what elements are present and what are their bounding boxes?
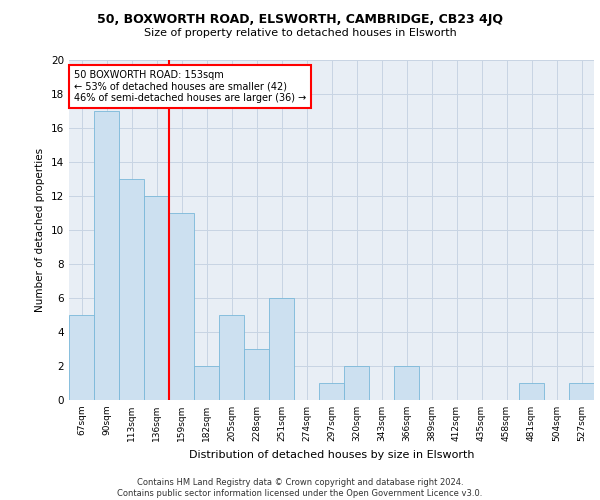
X-axis label: Distribution of detached houses by size in Elsworth: Distribution of detached houses by size …	[189, 450, 474, 460]
Bar	[269, 298, 294, 400]
Text: 50 BOXWORTH ROAD: 153sqm
← 53% of detached houses are smaller (42)
46% of semi-d: 50 BOXWORTH ROAD: 153sqm ← 53% of detach…	[74, 70, 307, 103]
Bar	[169, 213, 194, 400]
Bar	[69, 315, 94, 400]
Text: Contains HM Land Registry data © Crown copyright and database right 2024.
Contai: Contains HM Land Registry data © Crown c…	[118, 478, 482, 498]
Bar	[344, 366, 369, 400]
Y-axis label: Number of detached properties: Number of detached properties	[35, 148, 46, 312]
Bar	[569, 383, 594, 400]
Bar	[519, 383, 544, 400]
Bar	[394, 366, 419, 400]
Bar	[219, 315, 244, 400]
Bar	[144, 196, 169, 400]
Bar	[319, 383, 344, 400]
Text: 50, BOXWORTH ROAD, ELSWORTH, CAMBRIDGE, CB23 4JQ: 50, BOXWORTH ROAD, ELSWORTH, CAMBRIDGE, …	[97, 12, 503, 26]
Bar	[119, 179, 144, 400]
Bar	[194, 366, 219, 400]
Bar	[94, 111, 119, 400]
Bar	[244, 349, 269, 400]
Text: Size of property relative to detached houses in Elsworth: Size of property relative to detached ho…	[143, 28, 457, 38]
